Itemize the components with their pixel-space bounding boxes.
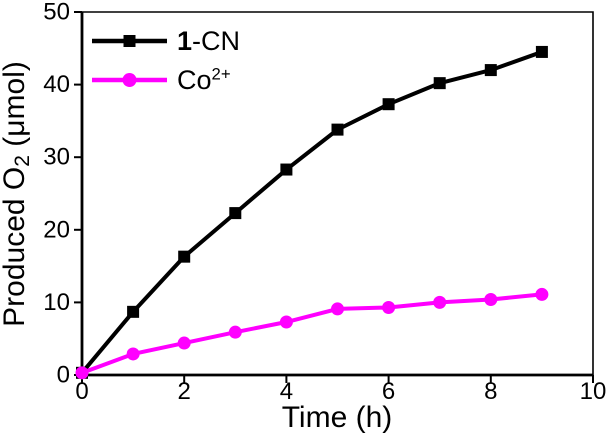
data-point-marker [280, 163, 293, 176]
data-point-marker [75, 366, 89, 380]
y-tick-label: 20 [43, 216, 70, 243]
data-point-marker [484, 292, 498, 306]
data-point-marker [535, 45, 548, 58]
data-point-marker [433, 295, 447, 309]
series-co2- [75, 287, 549, 380]
x-tick-label: 2 [178, 378, 191, 405]
series-1-cn [76, 45, 548, 379]
data-point-marker [331, 302, 344, 316]
legend-marker-square [123, 35, 136, 47]
data-point-marker [177, 336, 191, 350]
y-tick-label: 40 [43, 71, 70, 98]
x-tick-label: 8 [484, 378, 497, 405]
legend: 1-CN Co2+ [92, 26, 240, 95]
data-point-marker [279, 315, 293, 329]
data-point-marker [382, 300, 396, 314]
data-point-marker [127, 305, 140, 318]
y-tick-label: 10 [43, 289, 70, 316]
y-axis-title: Produced O2 (μmol) [0, 61, 34, 327]
x-tick-label: 4 [280, 378, 293, 405]
data-point-marker [382, 98, 395, 111]
plot-frame-top-right [82, 11, 594, 375]
legend-marker-circle [122, 73, 137, 87]
x-tick-label: 10 [580, 378, 606, 405]
x-tick-label: 6 [382, 378, 395, 405]
data-point-marker [178, 250, 191, 263]
legend-item-1-cn: 1-CN [92, 26, 240, 56]
x-axis-ticks: 0 2 4 6 8 10 [75, 375, 606, 405]
data-point-marker [433, 77, 446, 90]
plot-axes-left-bottom [80, 12, 593, 377]
data-point-marker [484, 64, 497, 77]
y-tick-label: 0 [57, 362, 70, 389]
legend-item-co2-: Co2+ [92, 65, 231, 95]
y-tick-label: 30 [43, 144, 70, 171]
data-point-marker [535, 287, 549, 301]
data-point-marker [331, 123, 344, 136]
legend-label: 1-CN [177, 26, 240, 56]
data-point-marker [229, 207, 242, 220]
data-point-marker [126, 347, 140, 361]
data-point-marker [228, 325, 242, 339]
legend-label: Co2+ [177, 65, 231, 95]
series-line [80, 50, 543, 375]
x-axis-title: Time (h) [282, 401, 393, 434]
y-tick-label: 50 [43, 0, 70, 26]
x-tick-label: 0 [75, 378, 88, 405]
series-line [81, 292, 543, 375]
y-axis-ticks: 0 10 20 30 40 50 [43, 0, 82, 389]
